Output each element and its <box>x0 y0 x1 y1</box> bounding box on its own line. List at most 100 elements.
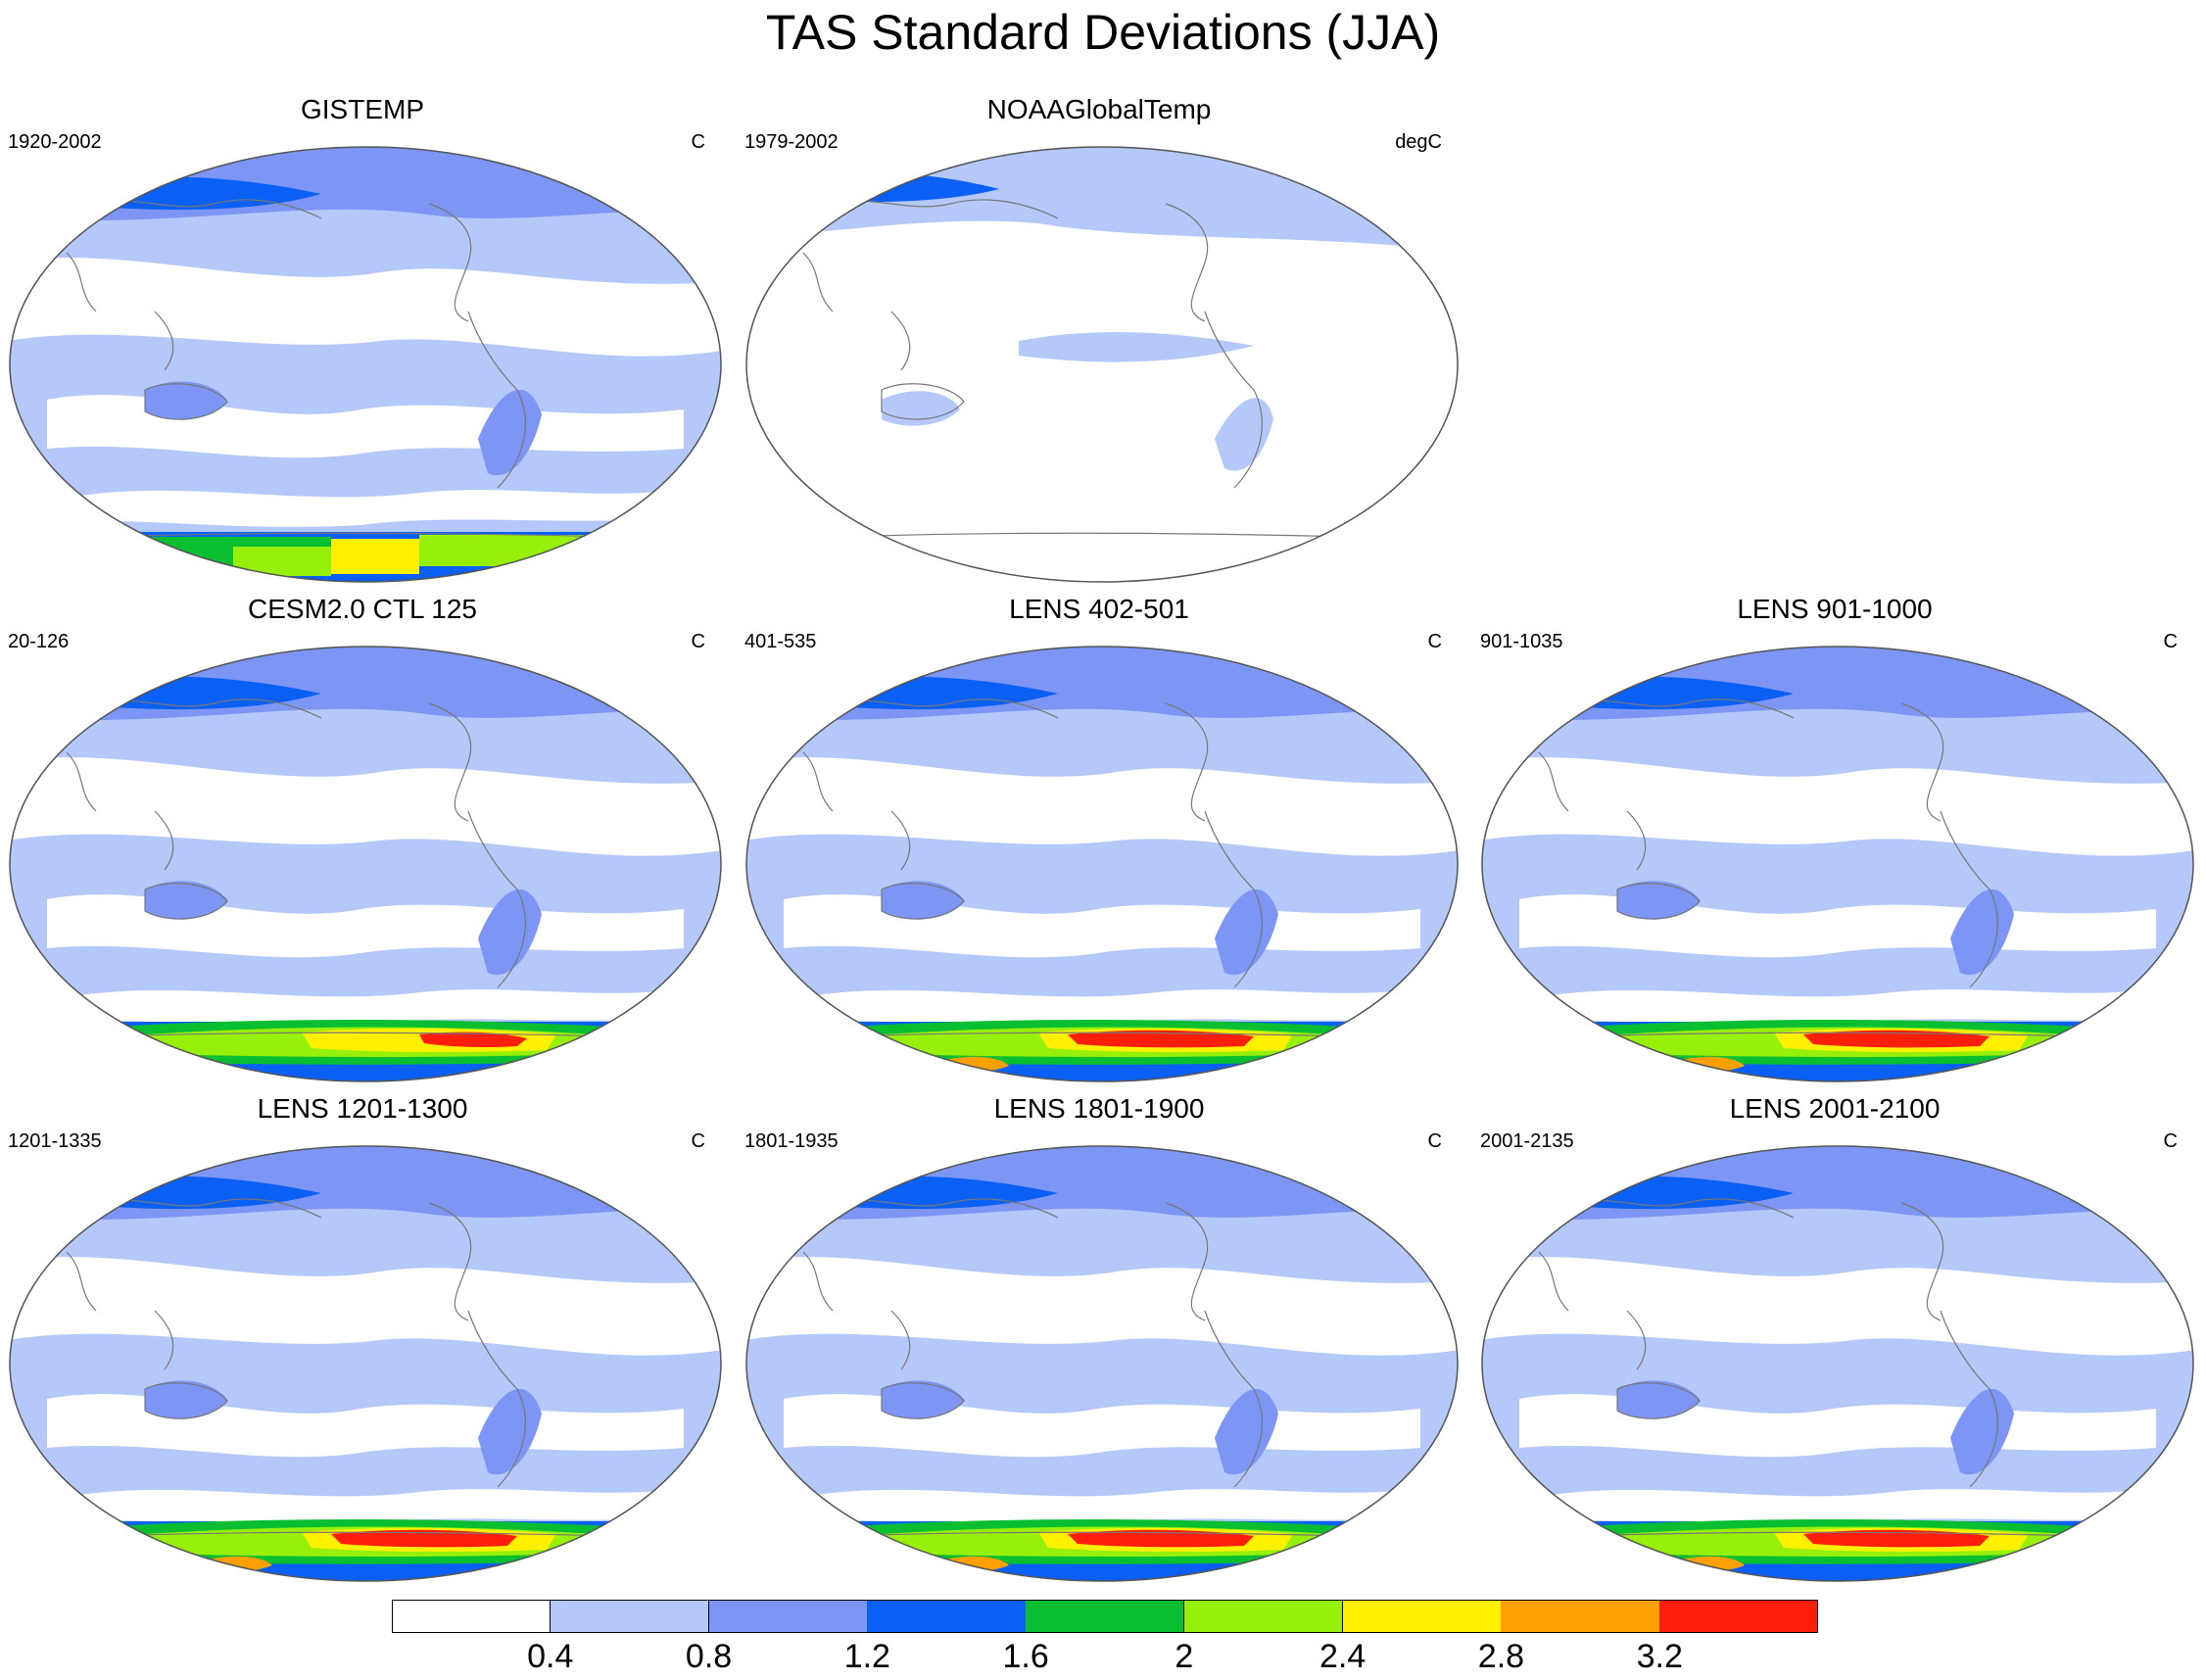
panel-period-label: 20-126 <box>8 631 70 652</box>
panel-period-label: 901-1035 <box>1480 631 1563 652</box>
panel-lens-901-1000: LENS 901-1000 901-1035 C <box>1472 594 2197 1083</box>
colorbar <box>392 1600 1819 1635</box>
coastline <box>154 810 174 871</box>
map-cesm2-ctl <box>9 646 722 1082</box>
coastline <box>1165 1202 1209 1321</box>
panel-units-label: degC <box>1395 131 1442 153</box>
low-variance-region <box>803 987 1430 1027</box>
coastline <box>802 252 834 312</box>
panel-title: LENS 1201-1300 <box>257 1093 468 1124</box>
coastline <box>890 1310 911 1370</box>
low-variance-region <box>746 757 1458 856</box>
colorbar-box <box>867 1600 1027 1633</box>
panel-lens-2001-2100: LENS 2001-2100 2001-2135 C <box>1472 1093 2197 1583</box>
coastline <box>1940 810 1998 988</box>
panel-period-label: 1201-1335 <box>8 1130 102 1152</box>
coastline <box>841 1032 1353 1037</box>
panel-title: LENS 402-501 <box>1009 594 1189 624</box>
coastline <box>1165 702 1209 822</box>
colorbar-tick-label: 2.8 <box>1477 1638 1525 1675</box>
australia-region <box>882 391 960 426</box>
coastline <box>66 751 97 812</box>
map-lens-1201-1300 <box>9 1145 722 1582</box>
colorbar-box <box>1659 1600 1819 1633</box>
enso-region <box>1019 331 1254 362</box>
colorbar-tick-label: 2.4 <box>1319 1638 1367 1675</box>
panel-lens-1801-1900: LENS 1801-1900 1801-1935 C <box>737 1093 1462 1583</box>
panel-units-label: C <box>691 131 705 153</box>
coastline <box>428 1202 472 1321</box>
coastline <box>105 1032 616 1037</box>
low-variance-region <box>803 488 1430 527</box>
coastline <box>467 810 526 988</box>
south-america-region <box>1215 1388 1278 1475</box>
map-noaaglobaltemp <box>745 146 1459 583</box>
map-lens-402-501 <box>745 646 1459 1082</box>
coastline <box>1577 1032 2088 1037</box>
coastline <box>66 1251 97 1312</box>
map-lens-2001-2100 <box>1481 1145 2194 1582</box>
coastline <box>1204 1310 1263 1488</box>
australia-region <box>882 1380 965 1419</box>
coastline <box>154 1310 174 1370</box>
panel-lens-402-501: LENS 402-501 401-535 C <box>737 594 1462 1083</box>
panel-title: LENS 901-1000 <box>1737 594 1933 624</box>
map-frame <box>9 1145 722 1582</box>
colorbar-tick-label: 3.2 <box>1636 1638 1683 1675</box>
coastline <box>428 702 472 822</box>
peak-variance-region <box>1068 1529 1254 1548</box>
map-frame <box>745 1145 1459 1582</box>
map-frame <box>9 646 722 1082</box>
south-america-region <box>1950 888 2014 976</box>
low-variance-region <box>67 987 694 1027</box>
coastline <box>1538 751 1569 812</box>
south-america-region <box>478 1388 542 1475</box>
coastline <box>1626 1310 1647 1370</box>
australia-region <box>145 1380 228 1419</box>
colorbar-tick-label: 2 <box>1175 1638 1194 1675</box>
peak-variance-region <box>1803 1030 1990 1048</box>
panel-cesm2-ctl: CESM2.0 CTL 125 20-126 C <box>0 594 725 1083</box>
peak-variance-region <box>1803 1529 1990 1548</box>
low-variance-region <box>1482 757 2193 856</box>
coastline <box>1626 810 1647 871</box>
south-america-region <box>478 389 542 476</box>
panel-units-label: C <box>1427 1130 1442 1152</box>
coastline <box>144 383 228 420</box>
coastline <box>1616 1382 1701 1419</box>
map-lens-1801-1900 <box>745 1145 1459 1582</box>
colorbar-tick-label: 1.6 <box>1002 1638 1049 1675</box>
panel-period-label: 1979-2002 <box>744 131 839 153</box>
low-variance-region <box>67 488 694 527</box>
map-frame <box>1481 646 2194 1082</box>
colorbar-box <box>708 1600 868 1633</box>
antarctic-band <box>331 539 419 574</box>
panel-gistemp: GISTEMP 1920-2002 C <box>0 94 725 584</box>
coastline <box>1900 702 1944 822</box>
coastline <box>1204 311 1263 489</box>
australia-region <box>882 881 965 920</box>
coastline <box>1577 1531 2088 1537</box>
low-variance-region <box>803 1487 1430 1526</box>
coastline <box>1204 810 1263 988</box>
south-america-region <box>1215 398 1273 471</box>
panel-units-label: C <box>2163 1130 2178 1152</box>
colorbar-box <box>1183 1600 1344 1633</box>
australia-region <box>145 381 228 420</box>
map-frame <box>745 146 1459 583</box>
low-variance-region <box>1539 987 2166 1027</box>
coastline <box>66 252 97 312</box>
panel-units-label: C <box>2163 631 2178 652</box>
panel-period-label: 2001-2135 <box>1480 1130 1574 1152</box>
figure-title: TAS Standard Deviations (JJA) <box>765 5 1441 60</box>
coastline <box>881 1382 965 1419</box>
australia-region <box>1617 881 1701 920</box>
coastline <box>802 751 834 812</box>
coastline <box>881 883 965 920</box>
peak-variance-region <box>1068 1030 1254 1048</box>
colorbar-box <box>1501 1600 1660 1633</box>
map-gistemp <box>9 146 722 583</box>
panel-title: NOAAGlobalTemp <box>986 94 1212 124</box>
coastline <box>467 311 526 489</box>
coastline <box>1616 883 1701 920</box>
